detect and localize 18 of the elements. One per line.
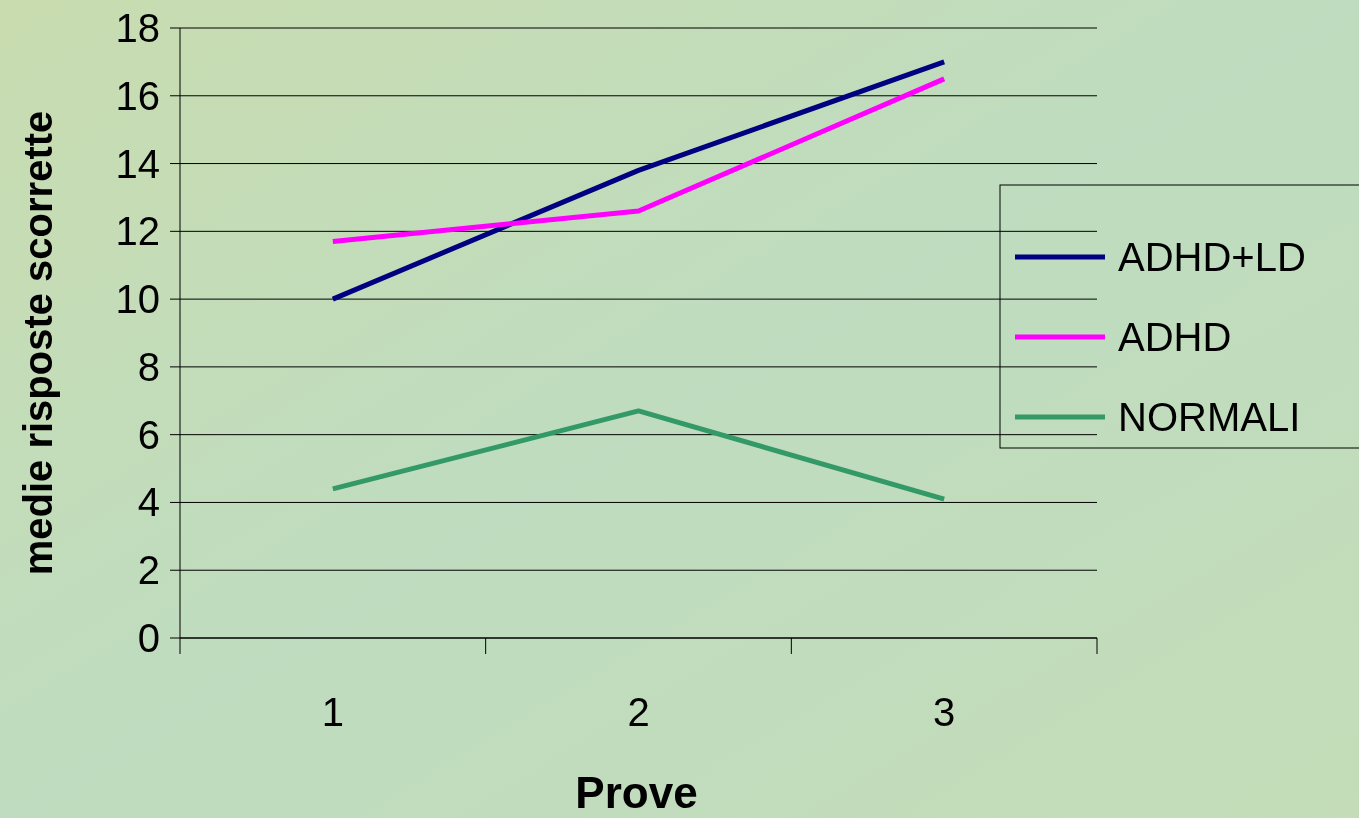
legend-label: NORMALI — [1118, 395, 1301, 439]
y-tick-label: 10 — [115, 277, 160, 322]
y-tick-label: 2 — [137, 548, 160, 593]
x-tick-label: 2 — [627, 690, 650, 734]
x-axis-title: Prove — [575, 768, 698, 817]
x-tick-label: 3 — [933, 690, 956, 734]
y-tick-label: 16 — [115, 73, 160, 118]
y-tick-label: 4 — [137, 480, 160, 525]
legend-label: ADHD+LD — [1118, 235, 1306, 279]
y-tick-label: 12 — [115, 209, 160, 254]
y-tick-label: 0 — [137, 616, 160, 660]
y-tick-label: 6 — [137, 412, 160, 457]
y-tick-label: 14 — [115, 141, 160, 186]
legend-label: ADHD — [1118, 315, 1232, 359]
x-tick-label: 1 — [321, 690, 344, 734]
y-tick-label: 18 — [115, 6, 160, 50]
y-axis-title: medie risposte scorrette — [16, 110, 60, 576]
y-tick-label: 8 — [137, 344, 160, 389]
